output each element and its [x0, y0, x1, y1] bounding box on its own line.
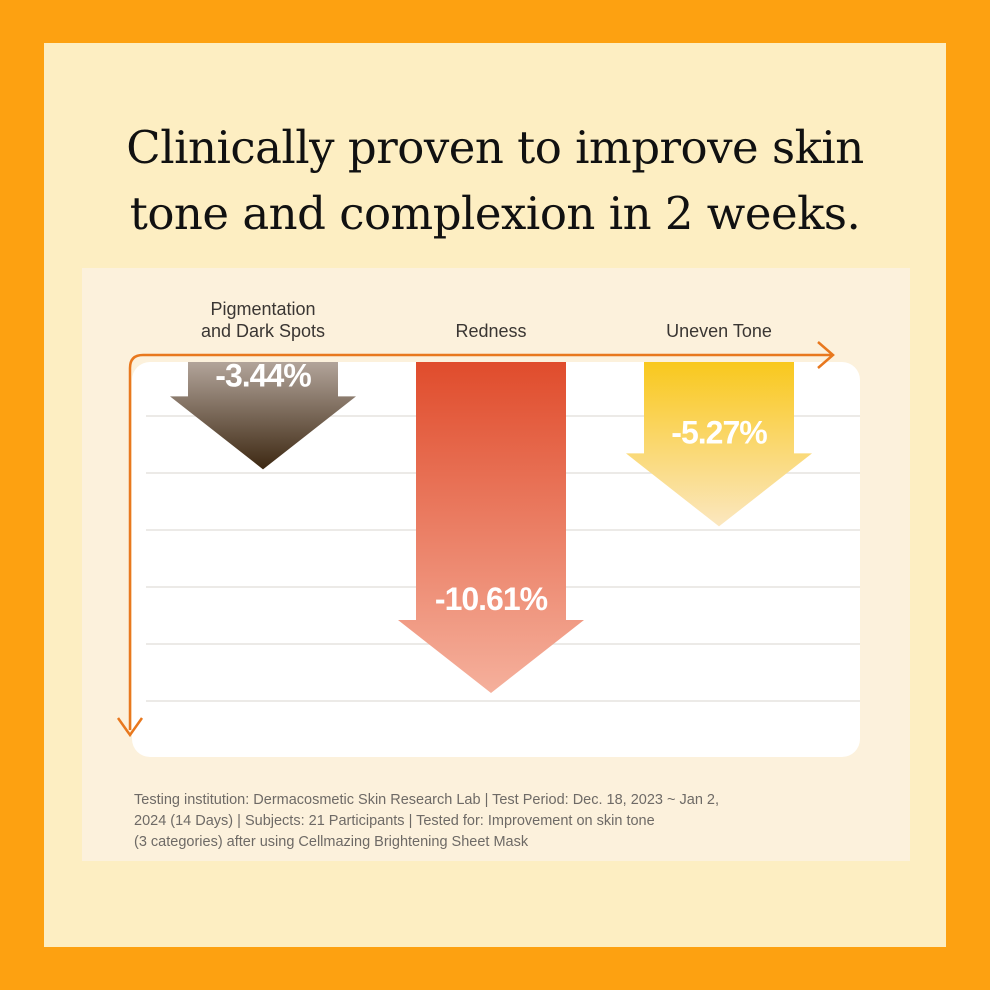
category-label: Uneven Tone: [666, 321, 772, 341]
bar-arrow: [398, 362, 584, 693]
headline-line-2: tone and complexion in 2 weeks.: [129, 187, 861, 240]
value-label: -10.61%: [435, 581, 548, 617]
axis-arrowhead-down: [116, 717, 144, 738]
category-label: Pigmentation: [210, 299, 315, 319]
bar-arrow: [626, 362, 812, 527]
bar-arrow: [170, 362, 356, 470]
headline-line-1: Clinically proven to improve skin: [126, 121, 864, 174]
study-footnote: Testing institution: Dermacosmetic Skin …: [134, 790, 874, 853]
axis-line: [128, 353, 833, 730]
footnote-line-2: 2024 (14 Days) | Subjects: 21 Participan…: [134, 813, 655, 829]
value-label: -5.27%: [671, 414, 767, 450]
value-label: -3.44%: [215, 357, 311, 393]
footnote-line-1: Testing institution: Dermacosmetic Skin …: [134, 792, 720, 808]
category-label: Redness: [455, 321, 526, 341]
category-label: and Dark Spots: [201, 321, 325, 341]
axis-arrowhead-right: [817, 341, 835, 369]
headline: Clinically proven to improve skin tone a…: [44, 115, 946, 247]
footnote-line-3: (3 categories) after using Cellmazing Br…: [134, 834, 529, 850]
